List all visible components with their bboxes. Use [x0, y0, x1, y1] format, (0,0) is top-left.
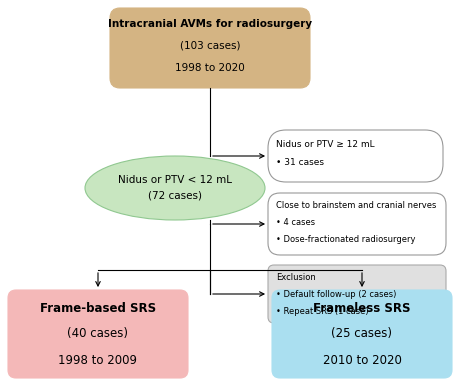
Text: Nidus or PTV < 12 mL: Nidus or PTV < 12 mL: [118, 175, 232, 185]
Text: 1998 to 2020: 1998 to 2020: [175, 63, 245, 73]
Text: 1998 to 2009: 1998 to 2009: [58, 354, 137, 366]
Text: 2010 to 2020: 2010 to 2020: [323, 354, 401, 366]
FancyBboxPatch shape: [268, 193, 446, 255]
Text: • Repeat SRS (1 case): • Repeat SRS (1 case): [276, 307, 369, 316]
Text: Exclusion: Exclusion: [276, 273, 316, 282]
Text: Frameless SRS: Frameless SRS: [313, 301, 411, 315]
Text: • Default follow-up (2 cases): • Default follow-up (2 cases): [276, 290, 396, 299]
Text: • 31 cases: • 31 cases: [276, 158, 324, 167]
Text: Close to brainstem and cranial nerves: Close to brainstem and cranial nerves: [276, 201, 437, 210]
Text: Frame-based SRS: Frame-based SRS: [40, 301, 156, 315]
Text: Intracranial AVMs for radiosurgery: Intracranial AVMs for radiosurgery: [108, 19, 312, 29]
Text: • Dose-fractionated radiosurgery: • Dose-fractionated radiosurgery: [276, 235, 416, 244]
FancyBboxPatch shape: [268, 130, 443, 182]
FancyBboxPatch shape: [110, 8, 310, 88]
Text: (72 cases): (72 cases): [148, 191, 202, 201]
Ellipse shape: [85, 156, 265, 220]
Text: Nidus or PTV ≥ 12 mL: Nidus or PTV ≥ 12 mL: [276, 140, 374, 149]
Text: • 4 cases: • 4 cases: [276, 218, 315, 227]
Text: (103 cases): (103 cases): [180, 41, 240, 51]
FancyBboxPatch shape: [268, 265, 446, 323]
FancyBboxPatch shape: [272, 290, 452, 378]
FancyBboxPatch shape: [8, 290, 188, 378]
Text: (25 cases): (25 cases): [331, 327, 392, 340]
Text: (40 cases): (40 cases): [67, 327, 128, 340]
